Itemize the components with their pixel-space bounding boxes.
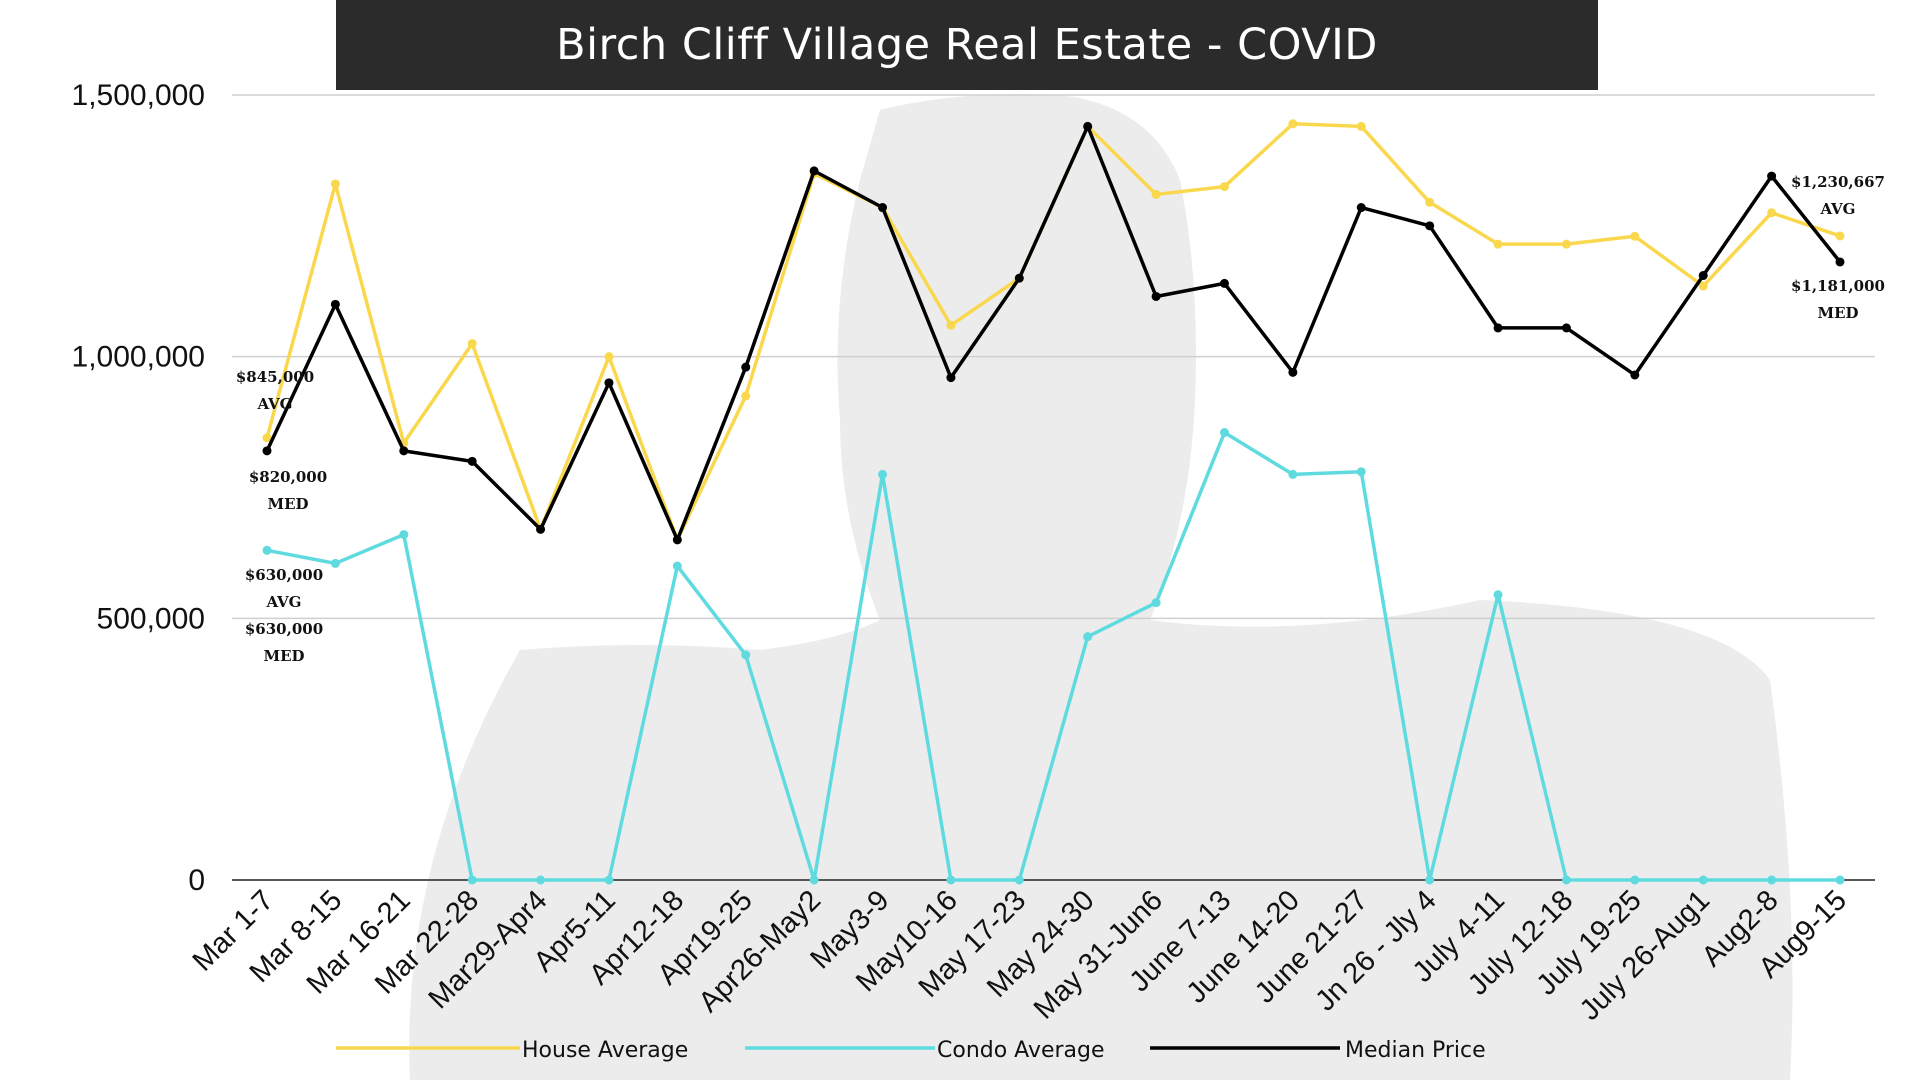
data-annotation: $630,000: [245, 620, 323, 638]
data-point: [946, 875, 956, 885]
series-median-price: [262, 121, 1845, 545]
data-point: [809, 875, 819, 885]
legend-label: Median Price: [1345, 1038, 1486, 1063]
data-point: [399, 530, 409, 540]
data-point: [1698, 271, 1708, 281]
annotations: $845,000 AVG $820,000 MED $630,000 AVG $630,00…: [236, 173, 1885, 665]
data-point: [672, 535, 682, 545]
data-point: [1425, 875, 1435, 885]
data-point: [1698, 875, 1708, 885]
data-point: [1219, 278, 1229, 288]
data-point: [1014, 875, 1024, 885]
data-point: [741, 362, 751, 372]
data-point: [1288, 119, 1298, 129]
data-annotation: $630,000: [245, 566, 323, 584]
data-point: [1151, 291, 1161, 301]
data-annotation: AVG: [266, 593, 302, 611]
data-point: [878, 203, 888, 213]
data-annotation: $1,181,000: [1791, 277, 1885, 295]
data-point: [946, 320, 956, 330]
data-point: [1356, 203, 1366, 213]
data-annotation: $845,000: [236, 368, 314, 386]
data-point: [604, 378, 614, 388]
legend-label: House Average: [522, 1038, 688, 1063]
legend-item-condo-average: Condo Average: [745, 1038, 1105, 1063]
data-point: [467, 339, 477, 349]
data-point: [1083, 632, 1093, 642]
data-annotation: MED: [263, 647, 304, 665]
data-point: [1083, 121, 1093, 131]
data-point: [1493, 239, 1503, 249]
y-tick-label: 500,000: [97, 602, 205, 635]
data-point: [330, 179, 340, 189]
data-point: [1151, 598, 1161, 608]
legend: House Average Condo Average Median Price: [336, 1038, 1486, 1063]
data-point: [1630, 231, 1640, 241]
data-point: [1561, 323, 1571, 333]
background-silhouette: [409, 94, 1793, 1080]
y-tick-label: 1,500,000: [72, 79, 205, 112]
data-point: [1561, 239, 1571, 249]
series-layer: [262, 119, 1845, 885]
data-point: [1219, 182, 1229, 192]
legend-item-house-average: House Average: [336, 1038, 688, 1063]
data-point: [1425, 221, 1435, 231]
data-point: [741, 650, 751, 660]
data-point: [467, 875, 477, 885]
y-axis-ticks: 0 500,000 1,000,000 1,500,000: [72, 79, 205, 897]
data-point: [1219, 428, 1229, 438]
data-annotation: MED: [267, 495, 308, 513]
data-point: [604, 875, 614, 885]
data-point: [1835, 257, 1845, 267]
data-point: [330, 558, 340, 568]
data-point: [1014, 273, 1024, 283]
data-point: [399, 446, 409, 456]
data-point: [1493, 323, 1503, 333]
data-point: [1630, 875, 1640, 885]
data-point: [330, 299, 340, 309]
data-point: [1288, 469, 1298, 479]
data-point: [536, 875, 546, 885]
data-point: [1835, 231, 1845, 241]
data-point: [262, 545, 272, 555]
data-point: [946, 373, 956, 383]
data-point: [1288, 367, 1298, 377]
data-point: [1630, 370, 1640, 380]
data-point: [1835, 875, 1845, 885]
data-point: [809, 166, 819, 176]
data-annotation: $820,000: [249, 468, 327, 486]
data-point: [878, 469, 888, 479]
data-annotation: AVG: [1820, 200, 1856, 218]
data-point: [604, 352, 614, 362]
data-point: [467, 456, 477, 466]
data-point: [1698, 281, 1708, 291]
data-point: [1561, 875, 1571, 885]
data-point: [1356, 121, 1366, 131]
data-point: [1356, 467, 1366, 477]
y-tick-label: 1,000,000: [72, 341, 205, 374]
chart-title: Birch Cliff Village Real Estate - COVID: [336, 0, 1598, 90]
series-line: [266, 430, 1840, 882]
data-point: [1767, 171, 1777, 181]
series-line: [265, 124, 1842, 542]
data-point: [672, 561, 682, 571]
data-point: [1425, 197, 1435, 207]
data-point: [1767, 875, 1777, 885]
data-point: [1151, 189, 1161, 199]
data-point: [262, 433, 272, 443]
data-point: [536, 524, 546, 534]
data-annotation: MED: [1817, 304, 1858, 322]
data-annotation: $1,230,667: [1791, 173, 1885, 191]
legend-label: Condo Average: [937, 1038, 1105, 1063]
data-point: [1767, 208, 1777, 218]
data-point: [262, 446, 272, 456]
data-point: [1493, 590, 1503, 600]
y-tick-label: 0: [188, 864, 205, 897]
legend-item-median-price: Median Price: [1150, 1038, 1486, 1063]
series-condo-average: [262, 428, 1845, 885]
data-point: [741, 391, 751, 401]
data-annotation: AVG: [257, 395, 293, 413]
